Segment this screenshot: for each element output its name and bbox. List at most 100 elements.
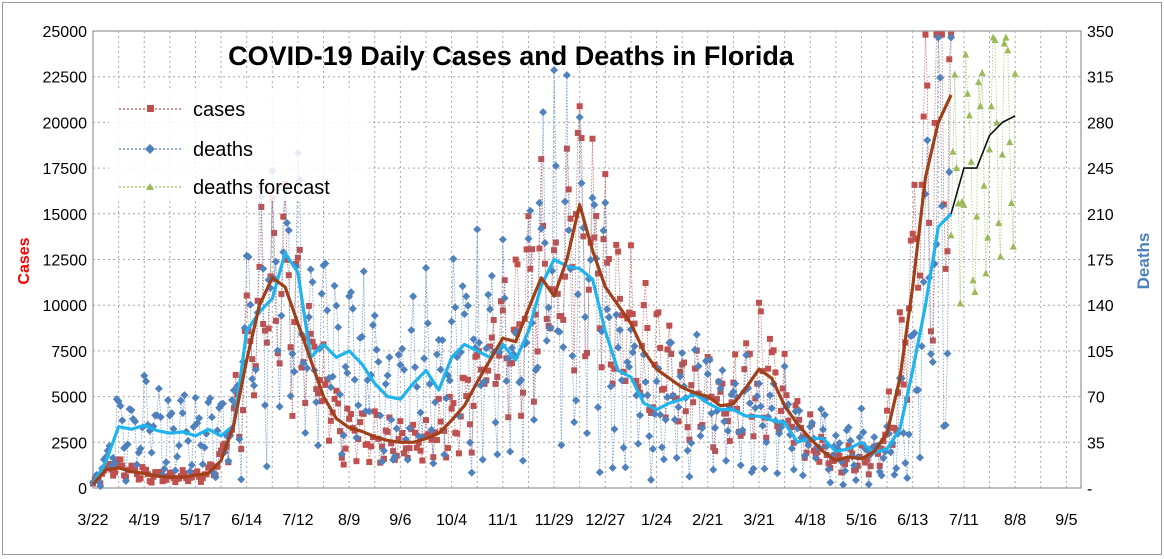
legend-item-deaths: deaths	[119, 139, 253, 161]
case-point	[499, 307, 506, 314]
death-point	[425, 380, 434, 389]
death-point	[572, 396, 581, 405]
case-point	[885, 388, 892, 395]
y-left-tick-label: 7500	[51, 344, 87, 361]
death-point	[180, 391, 189, 400]
case-point	[395, 436, 402, 443]
case-point	[465, 376, 472, 383]
right-axis-label: Deaths	[1134, 233, 1153, 290]
death-point	[923, 136, 932, 145]
case-point	[562, 273, 569, 280]
death-point	[804, 441, 813, 450]
forecast-point	[962, 50, 970, 58]
death-point	[314, 441, 323, 450]
case-point	[326, 437, 333, 444]
deaths-daily	[89, 33, 956, 491]
case-point	[867, 463, 874, 470]
forecast-daily	[947, 33, 1019, 307]
case-point	[598, 364, 605, 371]
case-point	[558, 313, 565, 320]
case-point	[816, 458, 823, 465]
case-point	[454, 430, 461, 437]
chart-svg: 0 2500 5000 7500 10000 12500 15000 17500 20000 22…	[16, 24, 1153, 529]
case-point	[508, 359, 515, 366]
death-point	[800, 451, 809, 460]
death-point	[628, 348, 637, 357]
case-point	[713, 395, 720, 402]
forecast-point	[951, 70, 959, 78]
case-point	[448, 405, 455, 412]
case-point	[397, 418, 404, 425]
death-point	[184, 437, 193, 446]
death-point	[722, 456, 731, 465]
death-point	[491, 418, 500, 427]
death-point	[416, 408, 425, 417]
death-point	[808, 418, 817, 427]
death-point	[919, 277, 928, 286]
death-point	[191, 393, 200, 402]
forecast-point	[1007, 198, 1015, 206]
death-point	[306, 265, 315, 274]
death-point	[824, 465, 833, 474]
case-point	[523, 246, 530, 253]
death-point	[577, 179, 586, 188]
death-point	[714, 377, 723, 386]
case-point	[238, 446, 245, 453]
death-point	[164, 396, 173, 405]
death-point	[421, 263, 430, 272]
case-point	[470, 402, 477, 409]
death-point	[844, 423, 853, 432]
y-right-tick-label: 245	[1087, 161, 1114, 178]
case-point	[232, 371, 239, 378]
death-point	[436, 365, 445, 374]
case-point	[543, 315, 550, 322]
case-point	[657, 344, 664, 351]
left-axis-ticks: 0 2500 5000 7500 10000 12500 15000 17500 20000 22…	[43, 24, 88, 498]
death-point	[357, 332, 366, 341]
case-point	[276, 360, 283, 367]
case-point	[743, 340, 750, 347]
case-point	[148, 479, 155, 486]
death-point	[392, 424, 401, 433]
case-point	[450, 400, 457, 407]
legend-cases-marker	[147, 105, 154, 112]
death-point	[835, 439, 844, 448]
case-point	[315, 390, 322, 397]
case-point	[490, 317, 497, 324]
forecast-point	[971, 288, 979, 296]
death-point	[641, 377, 650, 386]
case-point	[779, 385, 786, 392]
death-point	[590, 200, 599, 209]
case-point	[243, 292, 250, 299]
case-point	[896, 309, 903, 316]
case-point	[554, 290, 561, 297]
case-point	[944, 248, 951, 255]
case-point	[240, 407, 247, 414]
death-point	[484, 290, 493, 299]
case-point	[137, 475, 144, 482]
case-point	[364, 441, 371, 448]
forecast-point	[969, 276, 977, 284]
death-point	[116, 401, 125, 410]
case-point	[942, 265, 949, 272]
case-point	[527, 265, 534, 272]
death-point	[372, 345, 381, 354]
case-point	[884, 407, 891, 414]
forecast-point	[1011, 69, 1019, 77]
death-point	[352, 433, 361, 442]
death-point	[301, 428, 310, 437]
death-point	[518, 456, 527, 465]
death-point	[121, 476, 130, 485]
death-point	[368, 321, 377, 330]
death-point	[275, 402, 284, 411]
death-point	[480, 377, 489, 386]
death-point	[381, 379, 390, 388]
death-point	[555, 327, 564, 336]
death-point	[561, 197, 570, 206]
case-point	[344, 405, 351, 412]
death-point	[317, 289, 326, 298]
case-point	[591, 234, 598, 241]
death-point	[634, 439, 643, 448]
forecast-point	[986, 145, 994, 153]
case-point	[893, 427, 900, 434]
